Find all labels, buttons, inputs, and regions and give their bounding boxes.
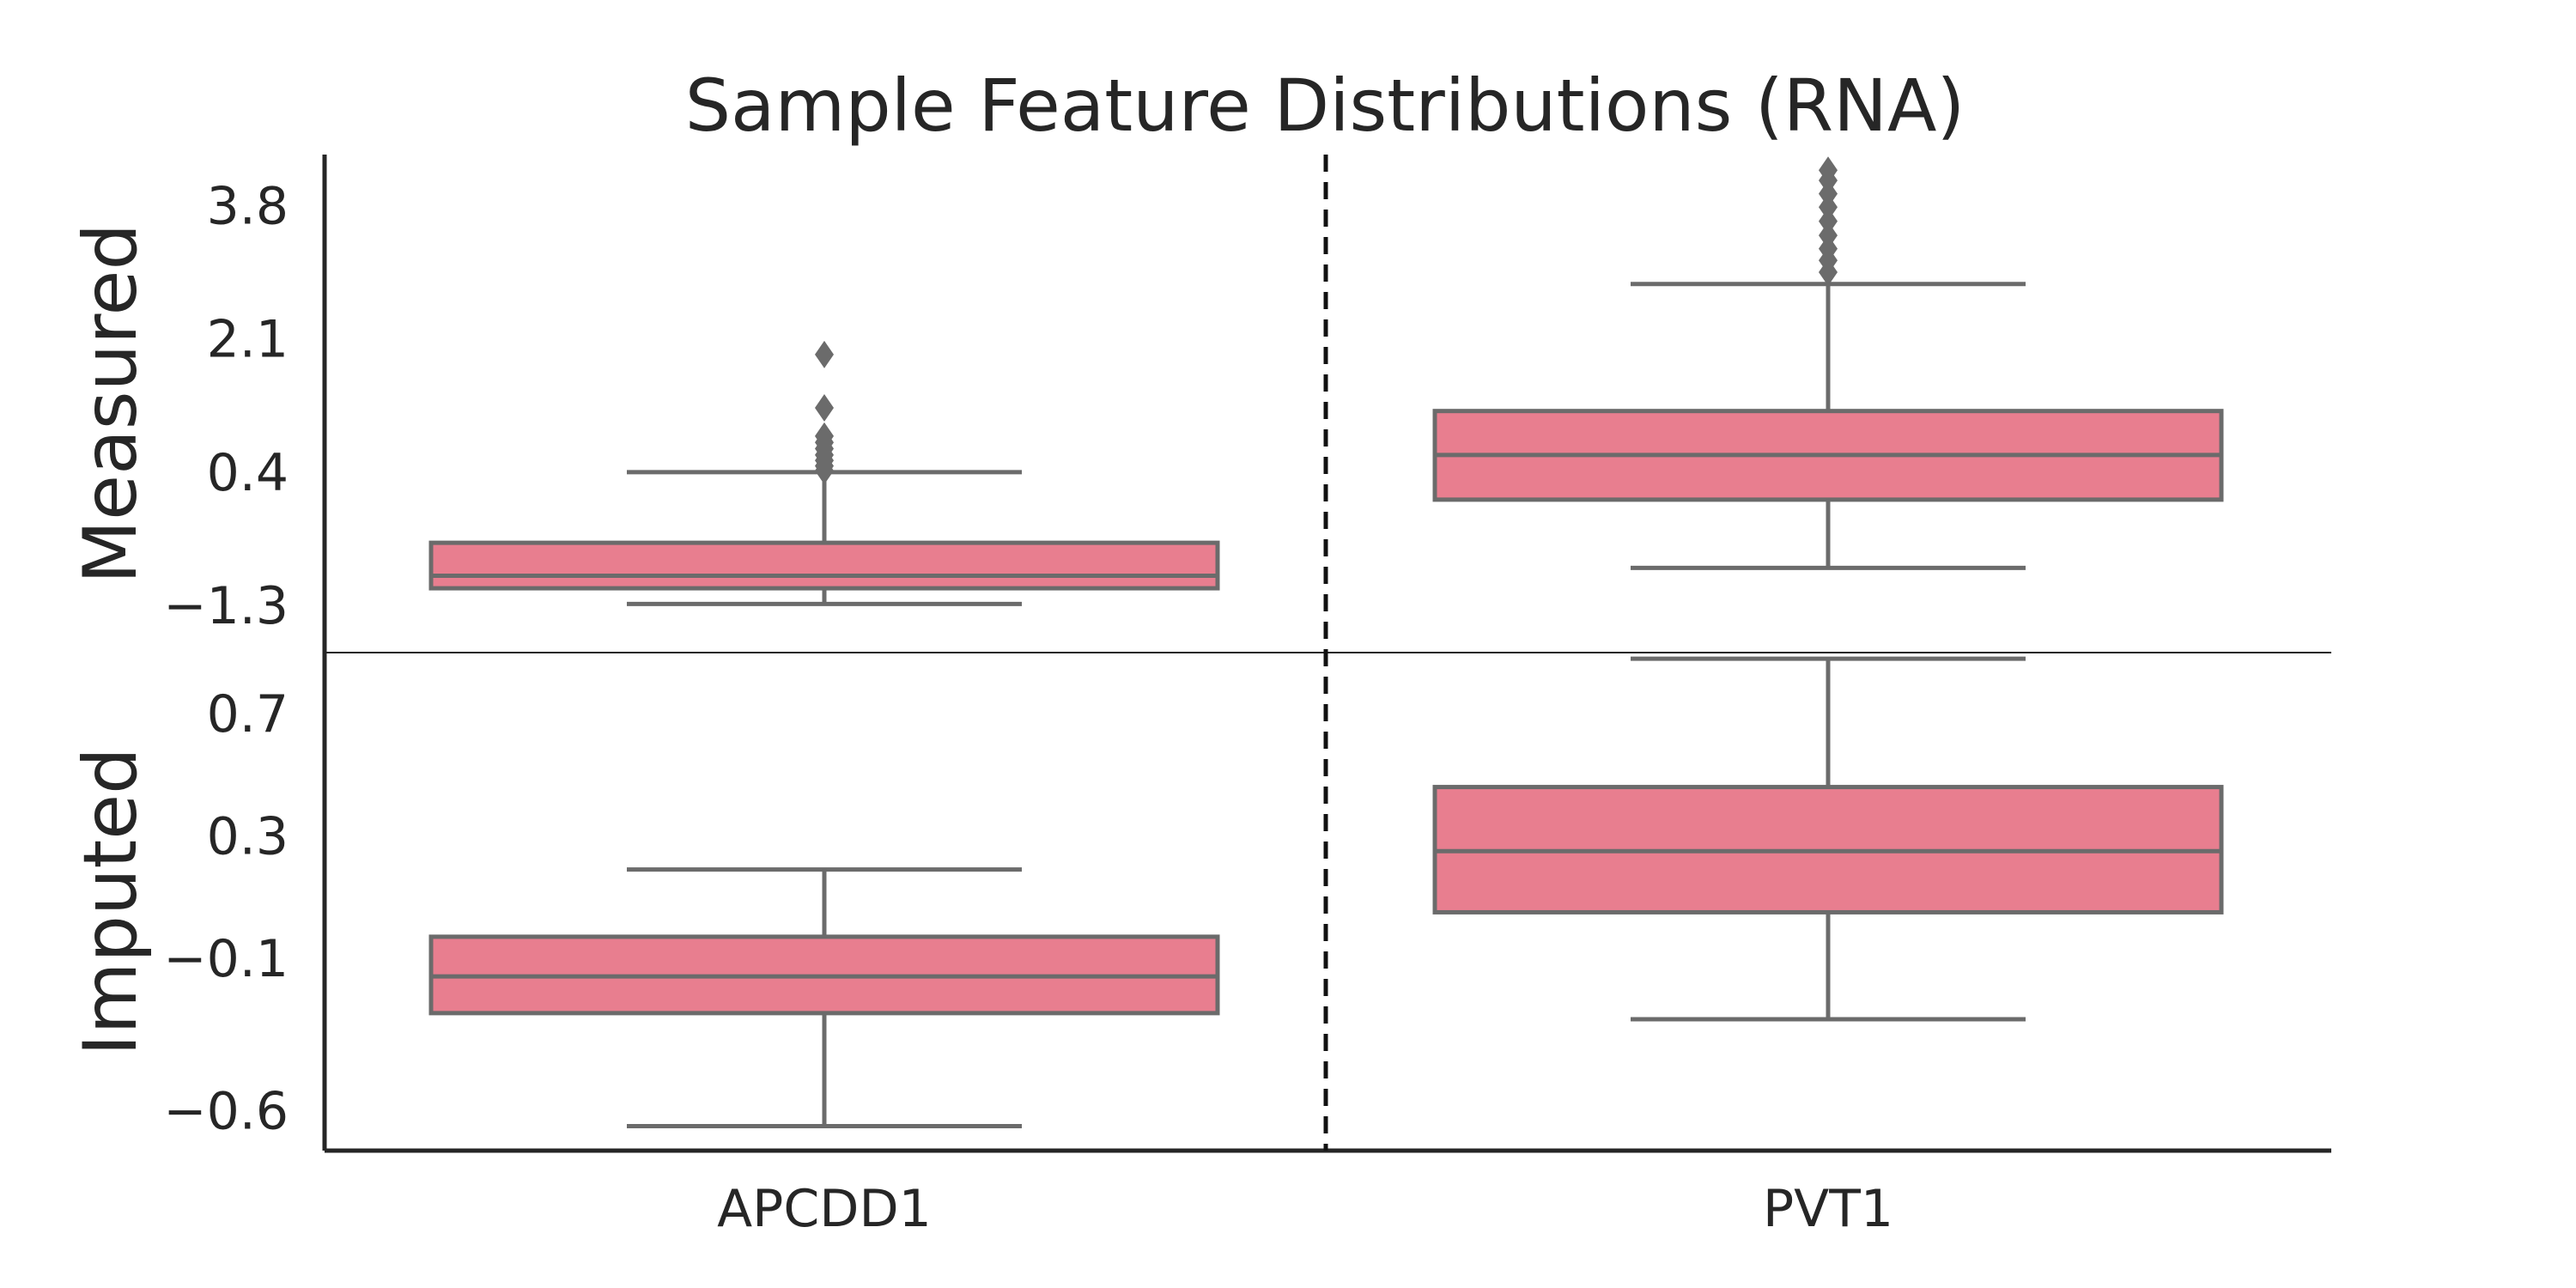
ytick-label: −0.1 xyxy=(163,929,289,989)
outlier-point xyxy=(815,340,834,368)
outlier-point xyxy=(1819,222,1838,250)
ytick-label: 2.1 xyxy=(207,310,289,370)
outlier-point xyxy=(1819,207,1838,235)
ytick-label: −1.3 xyxy=(163,576,289,636)
ytick-label: −0.6 xyxy=(163,1082,289,1142)
outlier-point xyxy=(815,394,834,422)
box-apcdd1 xyxy=(428,540,1220,591)
outlier-point xyxy=(815,422,834,450)
outlier-point xyxy=(1819,156,1838,185)
xtick-label-pvt1: PVT1 xyxy=(1763,1179,1893,1239)
xtick-label-apcdd1: APCDD1 xyxy=(717,1179,932,1239)
plot-area: −1.3 0.4 2.1 3.8 Measured −0.6 −0.1 0.3 0.7 Imput… xyxy=(68,155,2331,1239)
ytick-label: 0.3 xyxy=(207,806,289,866)
y-axis-label: Imputed xyxy=(68,747,154,1055)
ytick-label: 3.8 xyxy=(207,176,289,236)
ytick-label: 0.4 xyxy=(207,443,289,503)
chart-title: Sample Feature Distributions (RNA) xyxy=(685,64,1965,148)
ytick-label: 0.7 xyxy=(207,684,289,744)
y-axis-label: Measured xyxy=(68,223,154,584)
